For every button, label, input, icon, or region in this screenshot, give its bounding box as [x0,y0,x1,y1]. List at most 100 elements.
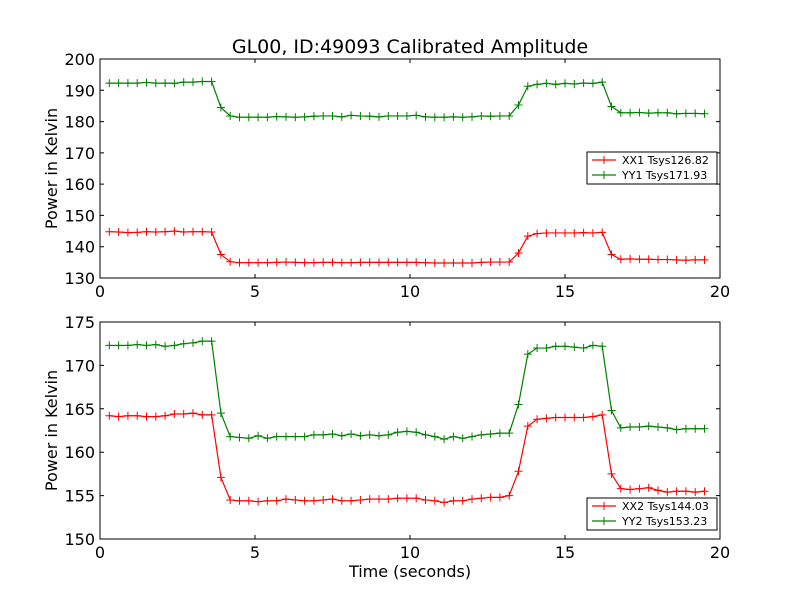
legend-label: YY1 Tsys171.93 [621,169,707,182]
data-point [486,493,495,502]
data-point [133,228,142,237]
data-point [151,412,160,421]
data-point [626,485,635,494]
data-point [533,80,542,89]
data-point [505,491,514,500]
data-point [151,79,160,88]
data-point [477,111,486,120]
data-point [551,228,560,237]
data-point [588,228,597,237]
data-point [579,413,588,422]
data-point [449,432,458,441]
data-point [254,431,263,440]
data-point [635,255,644,264]
legend-label: XX1 Tsys126.82 [622,154,709,167]
x-tick-label: 20 [710,282,730,301]
data-point [161,411,170,420]
data-point [458,113,467,122]
data-point [263,434,272,443]
data-point [700,424,709,433]
data-point [654,108,662,117]
x-tick-label: 0 [95,543,105,562]
data-point [263,258,272,267]
data-point [626,423,635,432]
data-point [384,430,393,439]
y-tick-label: 200 [64,50,95,69]
data-point [328,111,337,120]
data-point [151,340,160,349]
data-point [105,411,114,420]
y-tick-label: 130 [64,269,95,288]
data-point [616,423,625,432]
data-point [356,111,365,120]
data-point [226,111,235,120]
y-tick-label: 170 [64,356,95,375]
data-point [635,484,644,493]
data-point [291,113,300,122]
data-point [644,422,653,431]
data-point [607,469,616,478]
data-point [347,258,356,267]
data-point [430,496,439,505]
data-point [533,344,542,353]
data-point [495,493,504,502]
data-point [607,250,616,259]
data-point [486,258,495,267]
data-point [663,423,672,432]
data-point [579,344,588,353]
data-point [421,430,430,439]
x-tick-label: 5 [250,282,260,301]
data-point [300,496,309,505]
data-point [598,410,607,419]
data-point [309,430,318,439]
data-point [179,78,188,87]
data-point [514,248,523,257]
data-point [551,342,560,351]
data-point [319,495,328,504]
chart-panel-2: 0 5 10 15 20 150 155 160 165 170 175 Power in Kelvi… [42,313,730,562]
data-point [468,112,476,121]
data-point [402,258,411,267]
data-point [598,228,607,237]
legend-marker [600,517,608,525]
data-point [133,79,142,88]
series-line [109,412,705,504]
data-point [551,80,560,89]
data-point [235,258,244,267]
data-point [309,496,318,505]
data-point [635,108,644,117]
data-point [142,227,151,236]
data-point [663,108,672,117]
data-point [356,431,365,440]
data-point [300,112,309,121]
data-point [691,255,700,264]
data-point [681,109,690,118]
y-axis-label: Power in Kelvin [42,370,61,491]
data-point [542,414,551,423]
data-point [468,258,476,267]
data-point [402,427,411,436]
data-point [495,429,504,438]
data-point [282,112,290,121]
data-point [672,487,681,496]
data-point [579,79,588,88]
data-point [207,77,216,86]
data-point [337,258,346,267]
data-point [486,112,495,121]
data-point [114,341,123,350]
data-point [282,495,290,504]
data-point [337,496,346,505]
data-point [700,109,709,118]
data-point [198,337,207,346]
data-point [133,340,142,349]
data-point [514,400,523,409]
data-point [105,341,114,350]
data-point [700,255,709,264]
data-point [216,409,225,418]
data-point [412,494,421,503]
x-tick-label: 15 [555,543,575,562]
series-1 [105,409,709,507]
data-point [691,488,700,497]
